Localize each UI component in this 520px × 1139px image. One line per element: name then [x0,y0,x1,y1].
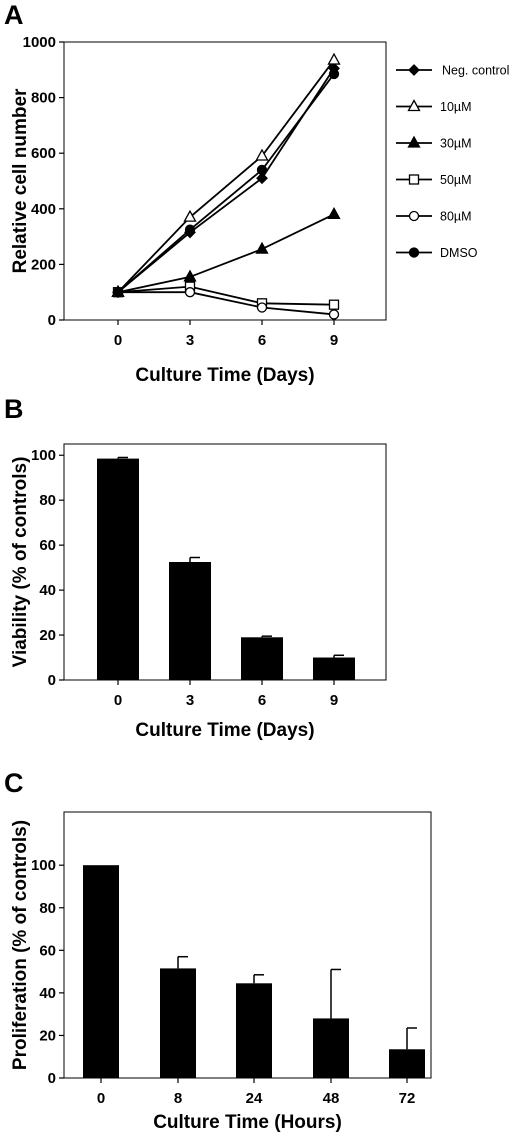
x-tick-label: 72 [399,1090,416,1107]
y-tick-label: 400 [31,201,56,218]
legend-label: 30µM [440,137,472,151]
data-point [328,299,340,310]
series-line [118,291,335,316]
bar [236,983,272,1078]
x-tick-label: 3 [186,692,194,709]
series-line [117,285,335,306]
y-tick-label: 600 [31,145,56,162]
data-point [256,302,268,313]
legend-label: Neg. control [442,64,509,78]
x-tick-label: 0 [97,1090,105,1107]
y-axis-title: Viability (% of controls) [10,457,31,668]
plot-frame [63,443,387,681]
y-tick-label: 0 [48,312,56,329]
legend-label: 80µM [440,210,472,224]
legend-marker [408,174,420,185]
y-tick-label: 60 [39,537,56,554]
data-point [183,269,197,282]
x-tick-label: 9 [330,332,338,349]
bar [241,637,283,680]
plot-frame [63,41,387,321]
y-tick-label: 100 [31,447,56,464]
legend-marker [408,247,420,258]
x-tick-label: 8 [174,1090,182,1107]
x-tick-label: 6 [258,332,266,349]
legend-marker [408,210,420,222]
data-point [328,68,340,80]
y-tick-label: 60 [39,942,56,959]
x-tick-label: 0 [114,332,122,349]
y-tick-label: 20 [39,627,56,644]
x-tick-label: 48 [323,1090,340,1107]
legend-label: 50µM [440,173,472,187]
x-axis-title: Culture Time (Days) [135,365,314,386]
data-point [256,164,268,176]
series-line [117,59,335,293]
legend-label: 10µM [440,100,472,114]
x-axis-title: Culture Time (Hours) [153,1112,342,1133]
y-tick-label: 40 [39,985,56,1002]
legend-marker [407,99,421,112]
legend-marker [407,135,421,148]
legend-label: DMSO [440,246,478,260]
bar [389,1049,425,1078]
bar [160,968,196,1078]
y-axis-title: Proliferation (% of controls) [10,820,31,1070]
panel-letter: A [4,0,24,30]
panel-letter: B [4,394,24,424]
bar [313,657,355,680]
x-tick-label: 9 [330,692,338,709]
y-tick-label: 80 [39,900,56,917]
data-point [183,209,197,222]
y-tick-label: 20 [39,1027,56,1044]
series-line [117,213,335,294]
bar [169,562,211,680]
data-point [112,287,124,298]
y-tick-label: 200 [31,256,56,273]
data-point [327,52,341,65]
y-tick-label: 1000 [23,34,56,51]
legend-marker [408,64,420,76]
bar [83,865,119,1078]
y-axis-title: Relative cell number [10,88,31,273]
panel-letter: C [4,768,24,798]
series-line [117,73,335,293]
x-tick-label: 24 [246,1090,263,1107]
y-tick-label: 800 [31,90,56,107]
x-tick-label: 0 [114,692,122,709]
data-point [184,224,196,235]
data-point [328,309,340,320]
y-tick-label: 0 [48,672,56,689]
bar [97,458,139,680]
bar [313,1018,349,1078]
y-tick-label: 80 [39,492,56,509]
y-tick-label: 100 [31,857,56,874]
x-tick-label: 3 [186,332,194,349]
data-point [327,207,341,220]
y-tick-label: 40 [39,582,56,599]
data-point [256,172,268,185]
x-axis-title: Culture Time (Days) [135,720,314,741]
data-point [184,287,196,298]
x-tick-label: 6 [258,692,266,709]
data-point [255,148,269,161]
y-tick-label: 0 [48,1070,56,1087]
data-point [255,241,269,254]
